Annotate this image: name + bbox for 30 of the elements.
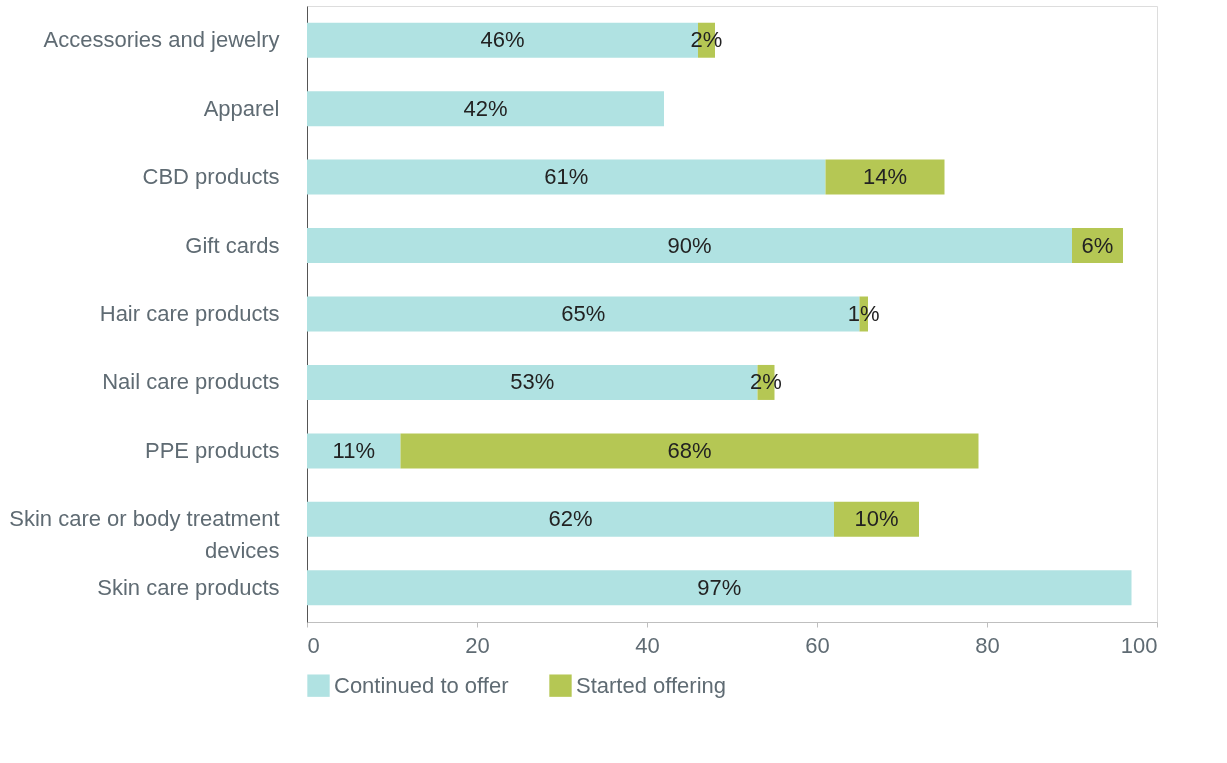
y-tick-label: CBD products bbox=[142, 164, 280, 190]
x-tick-label: 60 bbox=[805, 632, 830, 658]
y-tick-label: Skin care or body treatment devices bbox=[9, 506, 280, 564]
y-tick-label: Hair care products bbox=[99, 301, 280, 326]
data-label: 53% bbox=[510, 369, 555, 395]
legend-label: Started offering bbox=[576, 672, 727, 698]
data-label: 46% bbox=[480, 27, 525, 53]
y-tick-label: Apparel bbox=[203, 95, 280, 121]
y-tick-label: PPE products bbox=[144, 437, 280, 463]
data-label: 97% bbox=[697, 574, 742, 600]
data-label: 42% bbox=[463, 95, 508, 121]
y-tick-label: Accessories and jewelry bbox=[43, 27, 280, 53]
x-tick-label: 20 bbox=[465, 632, 490, 658]
data-label: 65% bbox=[561, 301, 606, 326]
data-label: 10% bbox=[854, 506, 899, 532]
y-tick-label: Gift cards bbox=[185, 232, 280, 258]
x-tick-label: 100 bbox=[1120, 632, 1158, 658]
x-tick-label: 0 bbox=[307, 632, 320, 658]
x-tick-label: 80 bbox=[975, 632, 1000, 658]
legend-label: Continued to offer bbox=[334, 672, 509, 698]
x-tick-label: 40 bbox=[635, 632, 660, 658]
data-label: 11% bbox=[332, 437, 375, 463]
data-label: 6% bbox=[1081, 232, 1114, 258]
y-tick-label: Nail care products bbox=[102, 369, 280, 395]
data-label: 62% bbox=[548, 506, 593, 532]
y-tick-label: Skin care products bbox=[97, 574, 280, 600]
data-label: 61% bbox=[544, 164, 589, 190]
data-label: 14% bbox=[862, 164, 908, 190]
data-label: 90% bbox=[667, 232, 712, 258]
data-label: 68% bbox=[667, 437, 712, 463]
